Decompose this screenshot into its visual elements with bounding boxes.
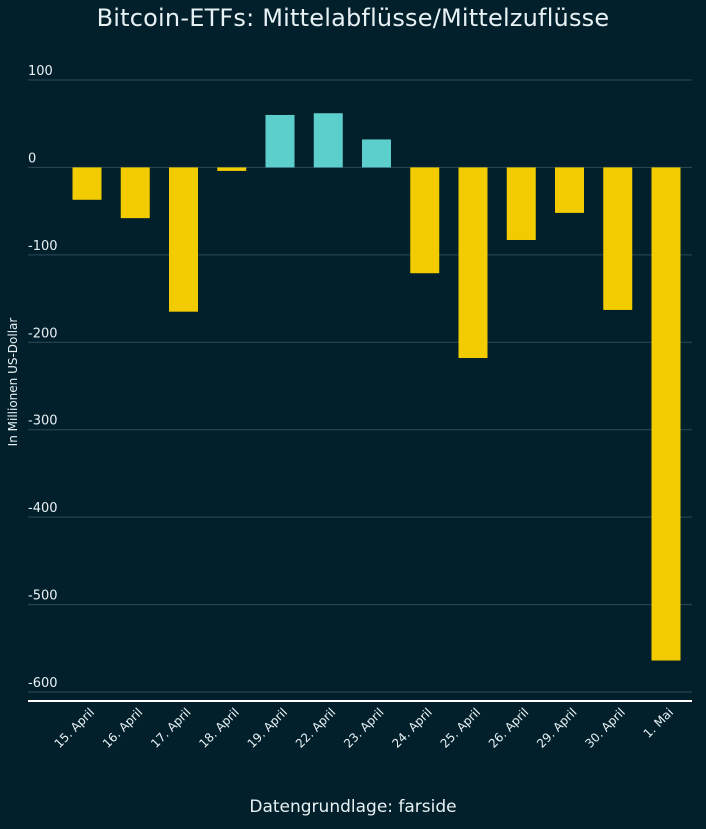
x-tick-label: 25. April	[438, 705, 483, 750]
x-tick-label: 23. April	[341, 705, 386, 750]
bar	[217, 167, 247, 171]
y-axis-title: In Millionen US-Dollar	[6, 318, 20, 447]
x-tick-label: 30. April	[582, 705, 627, 750]
x-tick-label: 17. April	[148, 705, 193, 750]
bar	[410, 167, 440, 274]
bar	[265, 114, 295, 168]
y-tick-label: -500	[28, 589, 58, 604]
chart-title: Bitcoin-ETFs: Mittelabflüsse/Mittelzuflü…	[96, 4, 610, 32]
bar	[458, 167, 488, 359]
y-tick-label: -600	[28, 676, 58, 691]
x-tick-label: 15. April	[52, 705, 97, 750]
bar	[72, 167, 102, 200]
x-tick-label: 18. April	[196, 705, 241, 750]
x-tick-label: 24. April	[389, 705, 434, 750]
x-tick-label: 16. April	[100, 705, 145, 750]
x-tick-label: 26. April	[486, 705, 531, 750]
x-tick-labels: 15. April 16. April 17. April 18. April 19. …	[52, 705, 676, 750]
bar	[555, 167, 584, 213]
source-note: Datengrundlage: farside	[249, 797, 457, 817]
y-tick-labels: 100 0 -100 -200 -300 -400 -500 -600	[28, 64, 58, 691]
bars	[72, 113, 681, 661]
bar	[313, 113, 343, 168]
y-tick-label: 100	[28, 64, 53, 79]
y-tick-label: 0	[28, 151, 36, 166]
y-tick-label: -400	[28, 501, 58, 516]
x-tick-label: 19. April	[245, 705, 290, 750]
bar	[120, 167, 150, 219]
bar	[506, 167, 536, 240]
bar	[169, 167, 198, 312]
bar	[651, 167, 681, 661]
bar	[362, 139, 391, 168]
x-tick-label: 1. Mai	[641, 705, 677, 741]
x-tick-label: 29. April	[534, 705, 579, 750]
y-tick-label: -300	[28, 414, 58, 429]
y-tick-label: -100	[28, 239, 58, 254]
y-tick-label: -200	[28, 326, 58, 341]
bar	[603, 167, 633, 310]
x-tick-label: 22. April	[293, 705, 338, 750]
